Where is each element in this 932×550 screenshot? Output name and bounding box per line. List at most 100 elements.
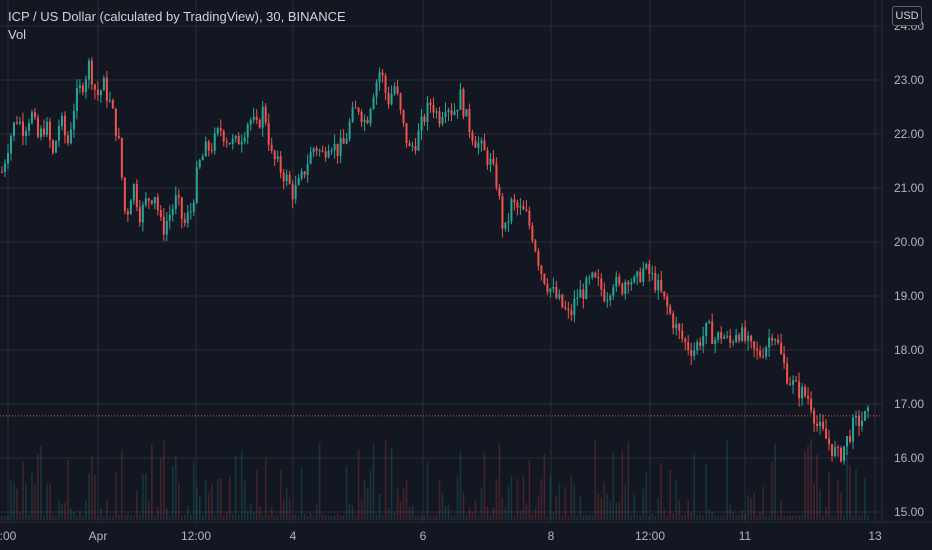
candle-body <box>579 289 582 298</box>
candle-body <box>51 140 54 153</box>
volume-bar <box>246 510 249 520</box>
volume-bar <box>732 512 734 520</box>
volume-bar <box>1 515 3 520</box>
candle-body <box>69 129 72 144</box>
volume-bar <box>642 488 645 520</box>
volume-bar <box>103 515 105 520</box>
volume-bar <box>696 515 698 520</box>
candle-body <box>87 60 90 80</box>
candle-body <box>759 350 762 357</box>
volume-bar <box>681 515 684 520</box>
volume-bar <box>660 462 663 520</box>
candle-body <box>813 410 816 424</box>
volume-bar <box>336 513 339 520</box>
volume-bar <box>861 515 863 520</box>
volume-bar <box>306 515 309 520</box>
volume-bar <box>621 450 624 520</box>
candle-body <box>81 85 84 92</box>
volume-bar <box>142 474 144 520</box>
candle-body <box>597 276 600 279</box>
candle-body <box>426 102 429 122</box>
candle-body <box>783 353 786 364</box>
volume-bar <box>537 495 540 520</box>
volume-bar <box>711 511 713 520</box>
x-tick-label: 8 <box>548 529 555 543</box>
volume-bar <box>189 514 192 520</box>
volume-bar <box>777 515 779 520</box>
candle-body <box>519 206 522 208</box>
candle-body <box>840 447 843 462</box>
x-tick-label: 11 <box>739 529 752 543</box>
volume-bar <box>849 466 851 520</box>
volume-bar <box>579 495 582 520</box>
volume-bar <box>88 472 90 520</box>
volume-bar <box>339 515 342 520</box>
candle-body <box>480 140 483 144</box>
candle-body <box>18 121 21 124</box>
volume-bar <box>49 483 51 520</box>
candle-body <box>207 141 210 151</box>
volume-bar <box>477 515 480 520</box>
volume-bar <box>516 479 519 520</box>
volume-bar <box>375 514 378 520</box>
volume-bar <box>82 515 84 520</box>
volume-bar <box>744 513 746 520</box>
candle-body <box>720 332 723 339</box>
candle-body <box>609 295 612 301</box>
volume-bar <box>534 508 537 520</box>
candle-body <box>372 96 375 109</box>
volume-bar <box>480 487 483 520</box>
volume-bar <box>624 484 627 520</box>
candle-body <box>237 135 240 145</box>
candle-body <box>705 322 708 336</box>
candle-body <box>327 150 330 158</box>
volume-bar <box>654 515 657 520</box>
candle-body <box>342 137 345 144</box>
candle-body <box>846 436 849 447</box>
candle-body <box>492 158 495 164</box>
candle-body <box>735 334 738 342</box>
candle-body <box>90 60 93 85</box>
volume-bar <box>55 515 57 520</box>
volume-bar <box>723 515 725 520</box>
volume-bar <box>708 509 710 520</box>
volume-bar <box>58 500 60 520</box>
volume-bar <box>52 515 54 520</box>
volume-bar <box>717 515 719 520</box>
volume-bar <box>468 507 471 520</box>
volume-bar <box>750 498 752 520</box>
candle-body <box>681 330 684 339</box>
candle-body <box>120 137 123 178</box>
volume-bar <box>459 451 462 520</box>
candle-body <box>138 207 141 223</box>
candle-body <box>663 291 666 297</box>
currency-button[interactable]: USD <box>892 6 922 26</box>
candle-body <box>1 171 3 173</box>
volume-bar <box>543 453 546 520</box>
candle-body <box>114 108 117 136</box>
candle-body <box>525 209 528 211</box>
candle-body <box>630 282 633 285</box>
volume-bar <box>79 510 81 520</box>
volume-bar <box>318 442 321 520</box>
candle-body <box>159 210 162 217</box>
candle-body <box>108 100 111 102</box>
volume-bar <box>97 515 99 520</box>
candle-body <box>825 428 828 439</box>
volume-bar <box>163 440 165 520</box>
volume-bar <box>198 496 201 520</box>
volume-bar <box>804 450 806 520</box>
volume-bar <box>76 515 78 520</box>
volume-bar <box>169 515 171 520</box>
volume-bar <box>564 486 567 520</box>
candle-body <box>423 116 426 122</box>
y-tick-label: 19.00 <box>894 289 924 303</box>
candle-body <box>156 197 159 211</box>
volume-bar <box>136 490 138 520</box>
candle-body <box>690 350 693 356</box>
candle-body <box>216 128 219 134</box>
candle-body <box>864 411 867 421</box>
candle-body <box>606 300 609 302</box>
volume-bar <box>25 482 27 520</box>
